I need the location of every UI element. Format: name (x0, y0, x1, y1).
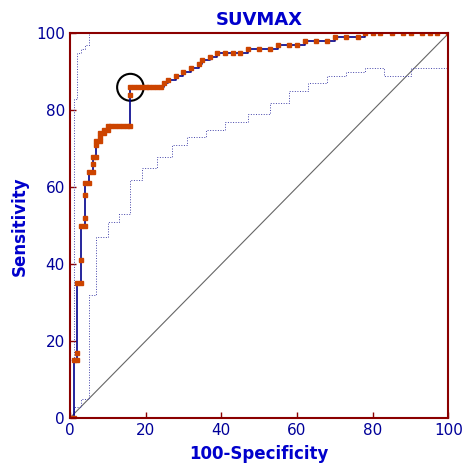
Y-axis label: Sensitivity: Sensitivity (11, 176, 29, 275)
X-axis label: 100-Specificity: 100-Specificity (190, 445, 329, 463)
Title: SUVMAX: SUVMAX (216, 11, 302, 29)
